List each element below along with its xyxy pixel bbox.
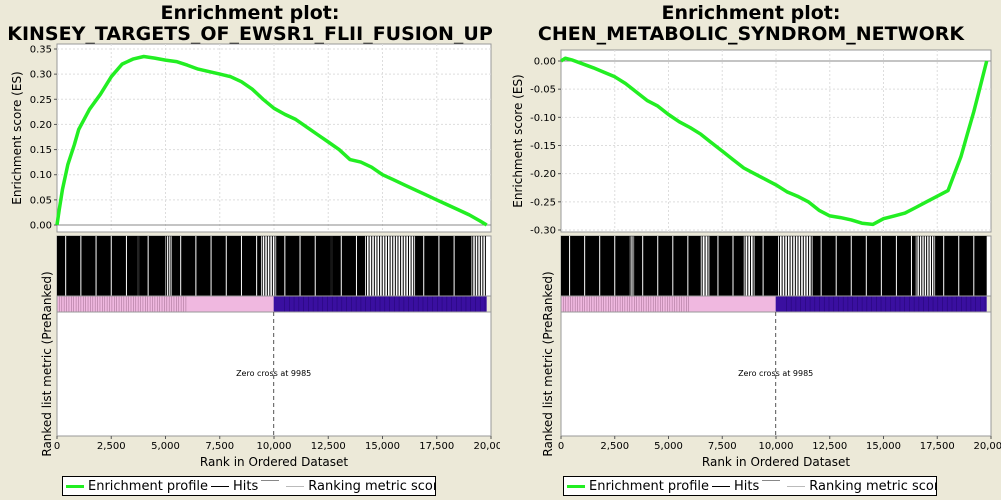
legend-hits-swatch [211,485,229,487]
enrichment-chart-left: Enrichment plot:KINSEY_TARGETS_OF_EWSR1_… [7,2,501,469]
xlabel: Rank in Ordered Dataset [702,455,850,469]
hits-block [276,236,331,296]
xlabel: Rank in Ordered Dataset [200,455,348,469]
es-ytick-label: 0.00 [30,221,52,232]
legend-item-hits: Hits [208,479,258,494]
zero-cross-label: Zero cross at 9985 [236,369,311,378]
chart-title-line1: Enrichment plot: [161,2,340,24]
hits-block [812,236,916,296]
legend-profile-swatch [66,484,84,488]
legend-label-ranking: Ranking metric scores [809,478,936,494]
xtick-label: 15,000 [365,441,400,452]
xtick-label: 2,500 [600,441,629,452]
chart-title-line1: Enrichment plot: [662,2,841,24]
hits-block [139,236,166,296]
legend-label-hits: Hits [233,478,259,494]
hits-block [754,236,779,296]
legend-label-profile: Enrichment profile [589,478,709,494]
hits-block [709,236,744,296]
legend-item-blank [258,479,283,487]
legend-label-ranking: Ranking metric scores [308,478,435,494]
legend-item-profile: Enrichment profile [63,479,208,494]
es-ytick-label: 0.20 [30,120,52,131]
es-ytick-label: 0.10 [30,170,52,181]
xtick-label: 12,500 [311,441,346,452]
xtick-label: 20,000 [474,441,501,452]
xtick-label: 17,500 [920,441,955,452]
es-ytick-label: -0.20 [530,169,556,180]
legend-label-hits: Hits [734,478,760,494]
xtick-label: 0 [54,441,60,452]
enrichment-profile-line [55,54,488,227]
xtick-label: 10,000 [257,441,292,452]
chart-title-line2: KINSEY_TARGETS_OF_EWSR1_FLII_FUSION_UP [7,23,493,45]
xtick-label: 5,000 [654,441,683,452]
xtick-label: 7,500 [708,441,737,452]
legend-item-hits: Hits [709,479,759,494]
legend-hits-swatch [712,485,730,487]
hits-block [415,236,472,296]
es-ylabel: Enrichment score (ES) [10,71,24,204]
es-ytick-label: -0.05 [530,85,556,96]
xtick-label: 17,500 [419,441,454,452]
legend-right: Enrichment profile Hits Ranking metric s… [563,476,937,496]
es-ytick-label: 0.25 [30,95,52,106]
hits-block [332,236,366,296]
hits-block [172,236,261,296]
enrichment-panel-right: Enrichment plot: CHEN_METABOLIC_SYNDROM_N… [501,0,1001,500]
xtick-label: 15,000 [866,441,901,452]
hits-block [57,236,138,296]
rank-bar-positive [561,296,776,312]
legend-item-blank [759,479,784,487]
xtick-label: 20,000 [974,441,1001,452]
chart-title-line2: CHEN_METABOLIC_SYNDROM_NETWORK [538,23,965,45]
ranked-metric-area [560,311,992,437]
xtick-label: 2,500 [97,441,126,452]
legend-ranking-swatch [787,485,806,487]
xtick-label: 12,500 [812,441,847,452]
enrichment-chart-right: Enrichment plot:CHEN_METABOLIC_SYNDROM_N… [511,2,1001,469]
es-ytick-label: -0.10 [530,113,556,124]
legend-blank-swatch [762,479,781,481]
legend-blank-swatch [261,479,280,481]
es-ytick-label: 0.35 [30,45,52,56]
rank-bar-positive [57,296,274,312]
xtick-label: 0 [558,441,564,452]
hits-block [634,236,701,296]
xtick-label: 5,000 [151,441,180,452]
enrichment-panel-left: Enrichment plot: KINSEY_TARGETS_OF_EWSR1_… [0,0,500,500]
ranked-ylabel: Ranked list metric (PreRanked) [541,271,555,456]
es-ytick-label: 0.05 [30,195,52,206]
xtick-label: 7,500 [205,441,234,452]
es-ytick-label: -0.25 [530,197,556,208]
es-ylabel: Enrichment score (ES) [511,74,525,207]
es-ytick-label: 0.00 [534,57,556,68]
es-ytick-label: 0.30 [30,70,52,81]
es-ytick-label: -0.30 [530,226,556,237]
zero-cross-label: Zero cross at 9985 [738,369,813,378]
legend-ranking-swatch [286,485,305,487]
legend-label-profile: Enrichment profile [88,478,208,494]
es-ytick-label: 0.15 [30,145,52,156]
es-plot-area [560,49,992,233]
legend-profile-swatch [567,484,585,488]
enrichment-profile-line [560,56,989,227]
legend-item-ranking: Ranking metric scores [283,478,435,494]
legend-item-ranking: Ranking metric scores [784,478,936,494]
hits-block [561,236,630,296]
xtick-label: 10,000 [759,441,794,452]
legend-left: Enrichment profile Hits Ranking metric s… [62,476,436,496]
es-ytick-label: -0.15 [530,141,556,152]
hits-block [935,236,987,296]
legend-item-profile: Enrichment profile [564,479,709,494]
ranked-ylabel: Ranked list metric (PreRanked) [40,271,54,456]
